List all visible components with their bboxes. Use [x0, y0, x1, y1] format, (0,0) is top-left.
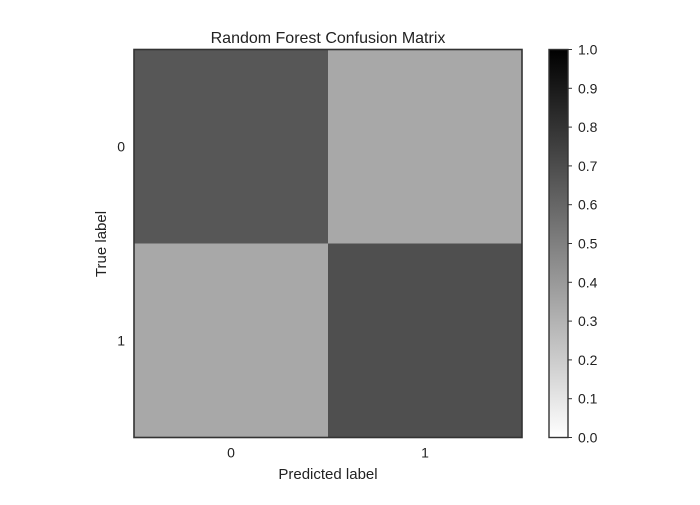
colorbar-tick-label: 0.6: [578, 197, 598, 213]
colorbar-tick-label: 1.0: [578, 42, 598, 58]
y-tick-label: 1: [117, 333, 125, 349]
colorbar-tick-label: 0.7: [578, 158, 598, 174]
x-tick-label: 1: [421, 445, 429, 461]
plot-frame: [133, 48, 523, 439]
colorbar-tick-label: 0.2: [578, 352, 598, 368]
heatmap-cell-0-1: [328, 49, 522, 244]
colorbar-tick-labels: 0.0 0.1 0.2 0.3 0.4 0.5 0.6 0.7 0.8 0.9 1.0: [568, 42, 598, 446]
colorbar: [548, 48, 569, 439]
colorbar-tick-label: 0.5: [578, 236, 598, 252]
x-axis-label: Predicted label: [278, 466, 377, 483]
heatmap-cell-1-0: [134, 243, 328, 438]
colorbar-tick-label: 0.8: [578, 119, 598, 135]
colorbar-tick-label: 0.9: [578, 80, 598, 96]
y-tick-label: 0: [117, 139, 125, 155]
heatmap-cell-1-1: [328, 243, 522, 438]
colorbar-tick-label: 0.0: [578, 430, 598, 446]
y-axis-label: True label: [93, 211, 110, 277]
colorbar-tick-label: 0.3: [578, 313, 598, 329]
colorbar-tick-label: 0.4: [578, 274, 598, 290]
heatmap-cells: [134, 49, 522, 438]
y-tick-labels: 01: [117, 139, 125, 349]
heatmap-cell-0-0: [134, 49, 328, 244]
chart-title: Random Forest Confusion Matrix: [211, 30, 446, 47]
colorbar-tick-label: 0.1: [578, 391, 598, 407]
x-tick-label: 0: [227, 445, 235, 461]
